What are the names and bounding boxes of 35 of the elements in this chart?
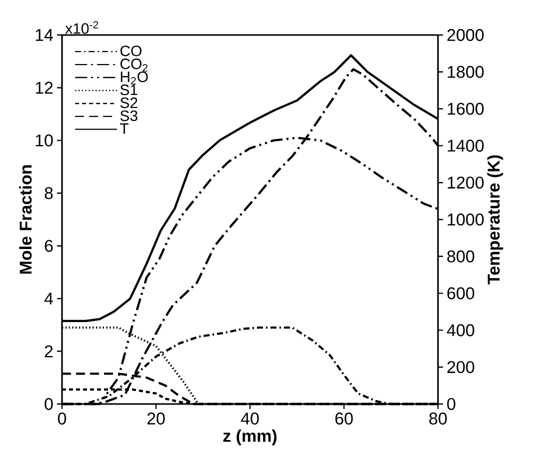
y-axis-title: Mole Fraction (19, 165, 32, 274)
y2-tick-label: 2000 (447, 28, 484, 42)
y2-tick-label: 1400 (448, 140, 484, 152)
y-tick-label: 14 (36, 29, 53, 41)
x-tick-label: 20 (147, 412, 165, 425)
y2-tick-label: 0 (447, 398, 456, 410)
y-tick-label: 0 (44, 398, 53, 410)
legend-label: H$_{2}$O (120, 72, 148, 84)
x-tick-label: 80 (429, 412, 447, 425)
legend-label: S2 (120, 97, 138, 108)
y-tick-label: 6 (44, 240, 53, 252)
y-tick-label: 8 (44, 187, 53, 200)
y2-tick-label: 200 (447, 361, 474, 374)
y2-tick-label: 400 (446, 324, 474, 336)
y2-tick-label: 1200 (448, 176, 484, 189)
legend-label: CO (120, 46, 142, 56)
y2-tick-label: 1800 (448, 66, 484, 78)
x-tick-label: 60 (335, 412, 353, 425)
legend-label: S3 (120, 110, 138, 122)
y2-tick-label: 600 (447, 287, 474, 300)
y-tick-label: 4 (44, 292, 53, 304)
y-tick-label: 12 (36, 82, 53, 94)
y-tick-label: 2 (44, 345, 53, 358)
x-tick-label: 40 (240, 412, 259, 425)
y2-axis-title: Temperature (K) (487, 155, 504, 284)
x-axis-title: z (mm) (223, 429, 277, 446)
x-tick-label: 0 (58, 412, 66, 425)
text: x10$^{-2}$ (65, 21, 98, 34)
y-tick-label: 10 (36, 134, 53, 146)
legend-label: S1 (120, 84, 138, 96)
legend-label: T (120, 123, 128, 134)
y2-tick-label: 1600 (448, 102, 484, 115)
y2-tick-label: 800 (447, 250, 474, 262)
y2-tick-label: 1000 (448, 213, 484, 226)
legend-label: CO$_{2}$ (120, 58, 148, 72)
